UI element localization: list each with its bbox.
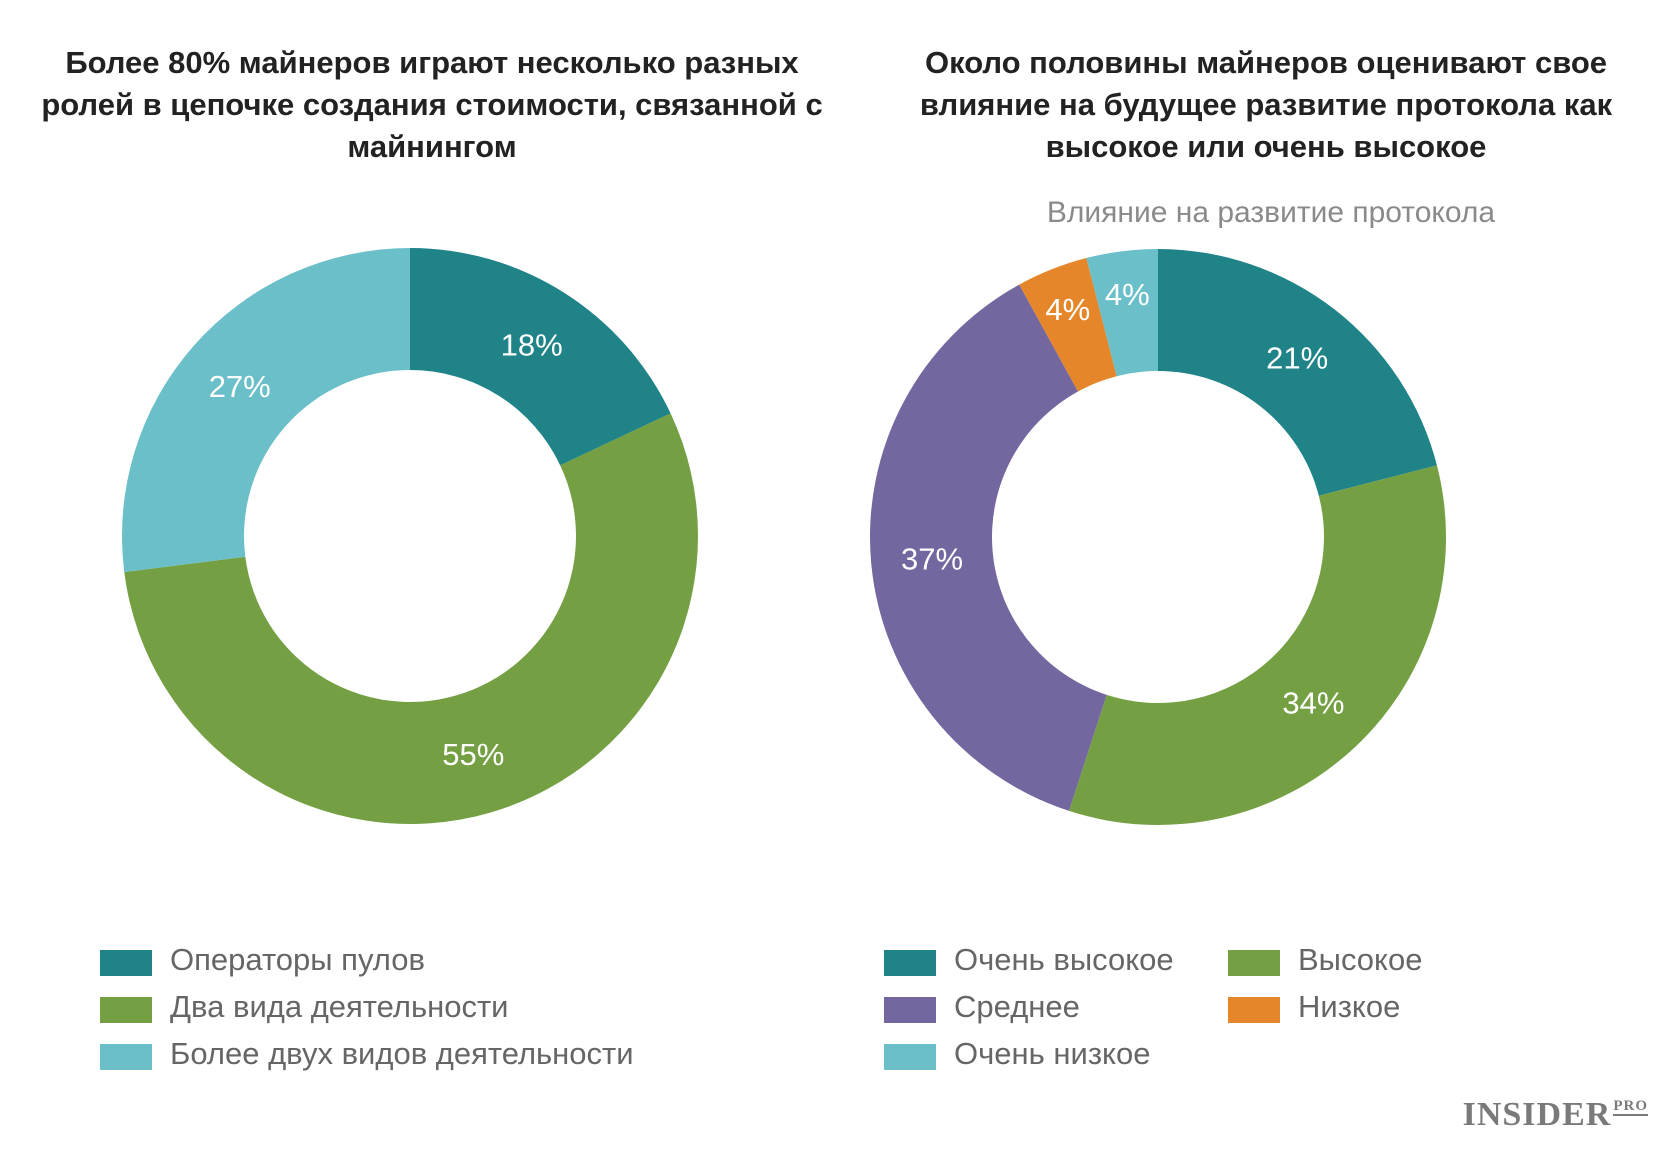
insider-pro-logo: INSIDER PRO [1463,1096,1648,1134]
slice-label: 4% [1105,277,1150,312]
chart-subtitle: Влияние на развитие протокола [1046,196,1496,229]
legend-swatch [1228,950,1280,976]
legend-swatch [884,950,936,976]
donut-slice [410,248,671,466]
donut-chart-roles: 18% 55% 27% [122,248,698,824]
slice-label: 55% [442,737,504,772]
donut-slice [1069,465,1446,826]
slice-label: 34% [1282,685,1344,720]
legend-swatch [884,1044,936,1070]
legend-swatch [884,997,936,1023]
slice-label: 21% [1266,341,1328,376]
donut-slice [1158,249,1437,496]
donut-slice [1019,258,1117,392]
slice-label: 4% [1045,292,1090,327]
donut-chart-influence: 21% 34% 37% 4% 4% [870,249,1446,826]
chart-panel-left: Более 80% майнеров играют несколько разн… [41,45,823,1071]
legend-label: Два вида деятельности [170,989,509,1024]
legend-label: Очень низкое [954,1036,1151,1071]
legend-label: Высокое [1298,942,1423,977]
legend-swatch [100,1044,152,1070]
legend-label: Операторы пулов [170,942,425,977]
donut-slice [1086,249,1158,377]
legend-swatch [100,950,152,976]
chart-panel-right: Около половины майнеров оценивают свое в… [834,0,1668,1160]
chart-title: Около половины майнеров оценивают свое в… [919,45,1613,164]
legend-swatch [1228,997,1280,1023]
legend-label: Низкое [1298,989,1401,1024]
logo-main: INSIDER [1462,1096,1612,1133]
slice-label: 27% [209,369,271,404]
slice-label: 18% [501,327,563,362]
logo-suffix: PRO [1613,1098,1648,1116]
legend-swatch [100,997,152,1023]
slice-label: 37% [901,541,963,576]
chart-title: Более 80% майнеров играют несколько разн… [41,45,823,164]
donut-slice [122,248,411,573]
legend-label: Среднее [954,989,1080,1024]
donut-slice [870,284,1107,811]
legend-label: Очень высокое [954,942,1174,977]
legend-label: Более двух видов деятельности [170,1036,634,1071]
donut-slice [124,413,698,824]
